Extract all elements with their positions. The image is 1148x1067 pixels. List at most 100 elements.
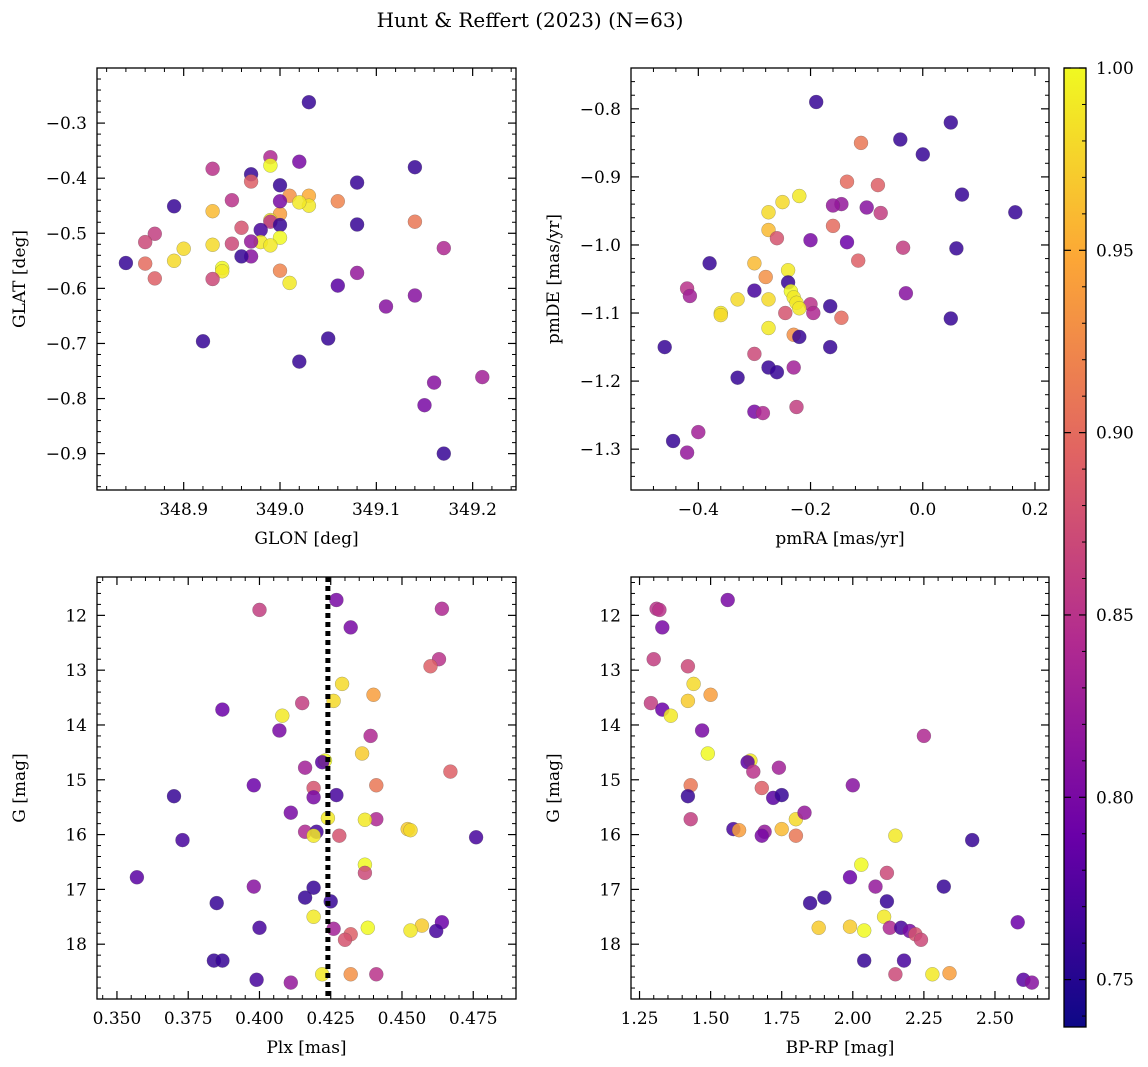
data-point xyxy=(253,222,268,238)
data-point xyxy=(357,812,373,827)
data-point xyxy=(329,592,344,608)
data-point xyxy=(898,286,914,301)
data-point xyxy=(949,241,964,256)
data-point xyxy=(775,194,790,210)
y-tick-label: −0.7 xyxy=(46,334,87,354)
data-point xyxy=(349,265,365,281)
data-point xyxy=(870,177,886,193)
data-point xyxy=(403,823,418,838)
data-point xyxy=(758,269,773,285)
data-point xyxy=(252,602,267,618)
x-tick-label: 1.25 xyxy=(621,1009,659,1029)
data-point xyxy=(788,828,804,843)
data-point xyxy=(854,857,869,872)
y-tick-label: −1.3 xyxy=(580,440,621,460)
x-tick-label: 349.1 xyxy=(352,500,401,520)
data-point xyxy=(700,746,715,761)
data-point xyxy=(754,828,769,843)
y-tick-label: 12 xyxy=(65,606,87,626)
data-point xyxy=(166,199,182,214)
data-point xyxy=(873,205,888,221)
x-tick-label: 0.2 xyxy=(1021,500,1048,520)
data-point xyxy=(809,94,824,110)
data-point xyxy=(137,234,153,250)
data-point xyxy=(369,778,384,793)
data-point xyxy=(468,830,484,845)
y-tick-label: 17 xyxy=(65,880,87,900)
data-point xyxy=(166,789,182,804)
x-axis-label: GLON [deg] xyxy=(254,529,358,549)
colorbar-tick-label: 0.80 xyxy=(1096,788,1134,808)
x-tick-label: 2.50 xyxy=(976,1009,1014,1029)
y-tick-label: −0.8 xyxy=(46,390,87,410)
data-point xyxy=(943,115,958,130)
x-tick-label: 1.75 xyxy=(763,1009,801,1029)
data-point xyxy=(680,789,696,804)
y-tick-label: 15 xyxy=(599,771,621,791)
data-point xyxy=(915,147,930,162)
data-point xyxy=(282,275,297,291)
data-point xyxy=(306,790,321,805)
data-point xyxy=(943,311,958,326)
data-point xyxy=(272,230,288,245)
data-point xyxy=(205,237,220,253)
axes-frame xyxy=(96,67,517,491)
data-point xyxy=(853,135,869,151)
y-tick-label: 16 xyxy=(599,826,621,846)
y-tick-label: −1.2 xyxy=(580,372,621,392)
data-point xyxy=(643,695,659,711)
x-tick-label: 0.375 xyxy=(164,1009,213,1029)
data-point xyxy=(663,708,678,723)
data-point xyxy=(429,923,444,939)
data-point xyxy=(646,652,661,667)
data-point xyxy=(797,805,812,820)
x-axis-label: Plx [mas] xyxy=(266,1038,346,1058)
data-point xyxy=(297,760,313,775)
data-point xyxy=(292,354,307,369)
data-point xyxy=(249,972,264,987)
colorbar-tick-label: 0.75 xyxy=(1096,971,1134,991)
data-point xyxy=(407,288,423,303)
data-point xyxy=(747,283,762,298)
y-tick-label: 14 xyxy=(599,716,621,736)
points xyxy=(657,94,1023,460)
data-point xyxy=(679,445,695,460)
colorbar-tick-label: 0.95 xyxy=(1096,241,1134,261)
data-point xyxy=(683,812,698,827)
data-point xyxy=(1024,975,1040,990)
colorbar-tick-label: 0.85 xyxy=(1096,606,1134,626)
data-point xyxy=(965,832,980,848)
data-point xyxy=(857,953,872,968)
x-tick-label: 0.450 xyxy=(378,1009,427,1029)
data-point xyxy=(839,174,855,189)
data-point xyxy=(295,695,310,711)
data-point xyxy=(252,920,267,935)
data-point xyxy=(868,879,883,894)
data-point xyxy=(475,369,490,385)
data-point xyxy=(243,234,259,249)
data-point xyxy=(746,764,761,779)
data-point xyxy=(665,433,681,449)
data-point xyxy=(129,870,145,885)
data-point xyxy=(209,895,224,911)
data-point xyxy=(754,780,769,796)
panel-pmra-pmde: −0.4 −0.2 0.0 0.2 −0.8 −0.9 −1.0 −1.1 −1.2 −1.3 pm… xyxy=(544,67,1050,549)
data-point xyxy=(272,723,287,738)
data-point xyxy=(234,220,249,236)
y-tick-label: 16 xyxy=(65,826,87,846)
data-point xyxy=(786,360,801,375)
data-point xyxy=(655,620,670,635)
data-point xyxy=(879,865,895,881)
x-tick-label: 2.00 xyxy=(834,1009,872,1029)
data-point xyxy=(176,241,191,256)
data-point xyxy=(137,256,153,271)
data-point xyxy=(434,601,450,616)
data-point xyxy=(691,424,706,440)
data-point xyxy=(301,94,317,110)
data-point xyxy=(761,205,776,220)
points xyxy=(643,592,1040,990)
data-point xyxy=(747,346,762,362)
data-point xyxy=(825,198,841,213)
scatter-panels: 348.9 349.0 349.1 349.2 −0.3 −0.4 −0.5 −0.6 −0.7… xyxy=(10,67,1050,1058)
colorbar: 0.75 0.80 0.85 0.90 0.95 1.00 xyxy=(1063,59,1134,1028)
